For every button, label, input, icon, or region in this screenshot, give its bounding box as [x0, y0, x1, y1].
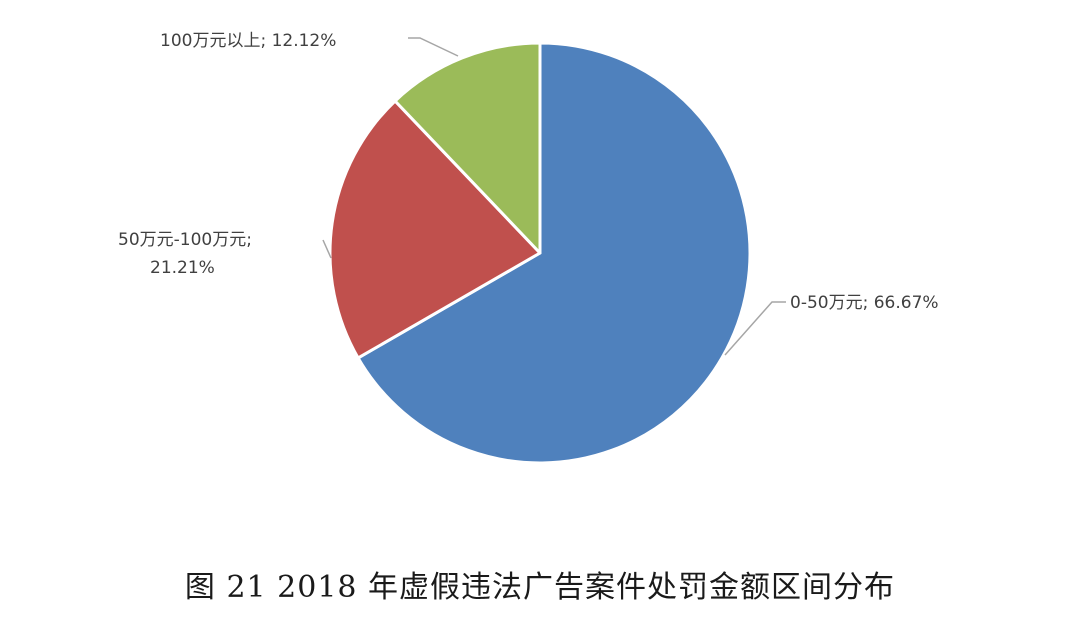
leader-line-0-50	[724, 301, 786, 356]
slice-label-100-plus: 100万元以上; 12.12%	[160, 31, 336, 51]
slice-label-50-100-line2: 21.21%	[150, 258, 215, 278]
leader-line-50-100	[322, 239, 332, 259]
slice-0-50	[356, 41, 752, 465]
slice-100-plus	[393, 41, 542, 255]
slice-50-100	[328, 99, 542, 360]
slice-label-0-50: 0-50万元; 66.67%	[790, 293, 939, 313]
slice-label-50-100-line1: 50万元-100万元;	[118, 230, 252, 250]
leader-line-100-plus	[408, 37, 459, 57]
pie-slices	[328, 41, 752, 465]
figure-caption: 图 21 2018 年虚假违法广告案件处罚金额区间分布	[184, 570, 896, 605]
pie-chart: 0-50万元; 66.67% 50万元-100万元; 21.21% 100万元以…	[118, 31, 939, 465]
